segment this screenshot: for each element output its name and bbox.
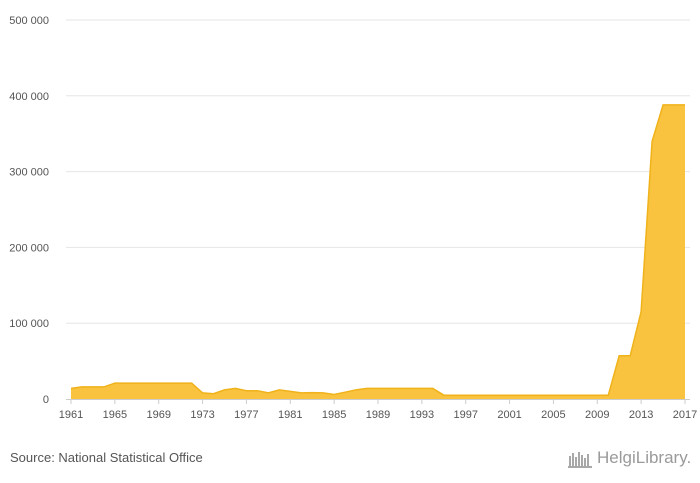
x-tick-label-9: 1997 — [453, 409, 477, 421]
x-tick-label-3: 1973 — [190, 409, 214, 421]
y-tick-label-4: 400 000 — [9, 91, 49, 103]
x-tick-label-7: 1989 — [366, 409, 390, 421]
series-area — [71, 104, 685, 400]
x-tick-label-13: 2013 — [629, 409, 653, 421]
x-tick-label-11: 2005 — [541, 409, 565, 421]
x-tick-label-10: 2001 — [497, 409, 521, 421]
grid-lines — [66, 19, 690, 324]
y-tick-label-3: 300 000 — [9, 167, 49, 179]
x-tick-label-1: 1965 — [103, 409, 127, 421]
y-tick-label-5: 500 000 — [9, 15, 49, 27]
logo-text: HelgiLibrary. — [597, 448, 692, 467]
x-axis-ticks — [70, 399, 686, 404]
x-axis-labels: 1961 1965 1969 1973 1977 1981 1985 1989 1993 1997… — [59, 409, 697, 421]
area-chart: 0 100 000 200 000 300 000 400 000 500 000 196… — [9, 15, 697, 421]
x-tick-label-12: 2009 — [585, 409, 609, 421]
x-tick-label-2: 1969 — [146, 409, 170, 421]
x-tick-label-14: 2017 — [673, 409, 697, 421]
y-axis-labels: 0 100 000 200 000 300 000 400 000 500 000 — [9, 15, 49, 406]
series-line — [70, 104, 685, 396]
x-tick-label-0: 1961 — [59, 409, 83, 421]
library-books-icon — [568, 452, 592, 468]
x-tick-label-6: 1985 — [322, 409, 346, 421]
helgi-library-logo[interactable]: HelgiLibrary. — [568, 448, 691, 468]
x-tick-label-4: 1977 — [234, 409, 258, 421]
y-tick-label-2: 200 000 — [9, 242, 49, 254]
source-note: Source: National Statistical Office — [10, 450, 203, 465]
x-tick-label-5: 1981 — [278, 409, 302, 421]
y-tick-label-0: 0 — [43, 394, 49, 406]
x-tick-label-8: 1993 — [410, 409, 434, 421]
y-tick-label-1: 100 000 — [9, 318, 49, 330]
